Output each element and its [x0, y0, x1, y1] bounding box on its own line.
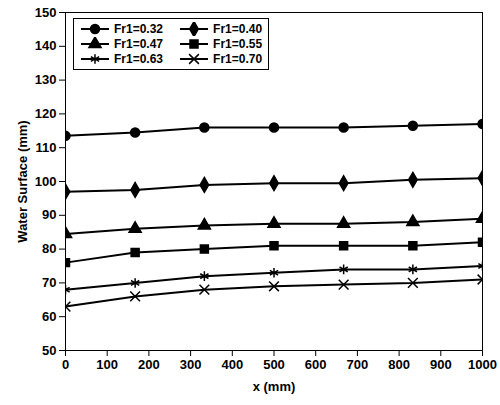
svg-text:1000: 1000	[468, 357, 497, 372]
svg-text:140: 140	[35, 38, 57, 53]
svg-text:700: 700	[347, 357, 369, 372]
svg-text:400: 400	[221, 357, 243, 372]
svg-text:90: 90	[42, 207, 56, 222]
svg-text:110: 110	[36, 140, 57, 155]
html-text:Fr1=0.32: Fr1=0.32	[114, 22, 163, 36]
html-text:Fr1=0.70: Fr1=0.70	[213, 52, 263, 66]
svg-text:800: 800	[388, 357, 410, 372]
svg-text:500: 500	[263, 357, 285, 372]
svg-text:120: 120	[35, 106, 57, 121]
svg-text:50: 50	[42, 343, 56, 358]
svg-text:x (mm): x (mm)	[253, 379, 296, 394]
svg-text:60: 60	[42, 309, 56, 324]
svg-text:100: 100	[35, 174, 57, 189]
html-text:Fr1=0.47: Fr1=0.47	[114, 37, 163, 51]
svg-text:200: 200	[138, 357, 160, 372]
html-text:Fr1=0.55: Fr1=0.55	[213, 37, 263, 51]
html-text:Fr1=0.40: Fr1=0.40	[213, 22, 263, 36]
html-text:Fr1=0.63: Fr1=0.63	[114, 52, 163, 66]
svg-text:70: 70	[42, 275, 56, 290]
svg-text:Water Surface (mm): Water Surface (mm)	[15, 120, 30, 242]
svg-text:600: 600	[305, 357, 327, 372]
svg-text:100: 100	[96, 357, 118, 372]
svg-text:150: 150	[35, 5, 57, 20]
svg-text:0: 0	[62, 357, 69, 372]
svg-text:900: 900	[430, 357, 452, 372]
svg-text:300: 300	[180, 357, 202, 372]
svg-text:130: 130	[35, 72, 57, 87]
svg-text:80: 80	[42, 241, 56, 256]
